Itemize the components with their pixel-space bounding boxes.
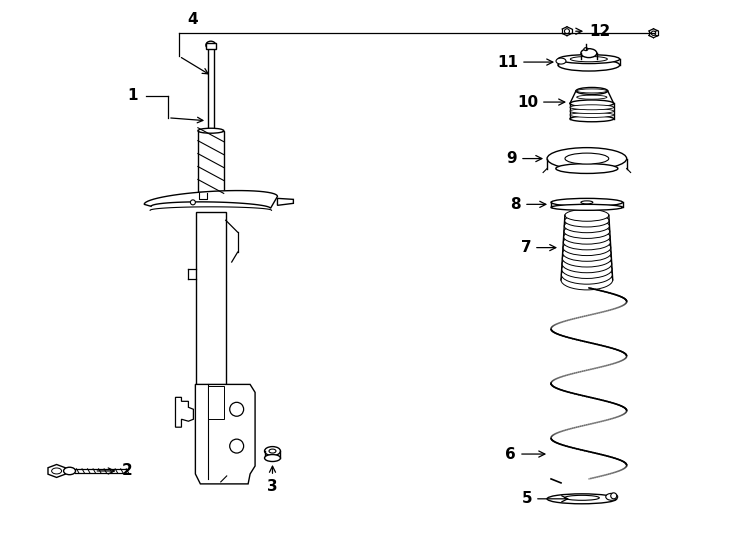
Text: 4: 4 bbox=[187, 12, 197, 27]
Ellipse shape bbox=[551, 198, 622, 206]
Text: 3: 3 bbox=[267, 466, 277, 494]
Ellipse shape bbox=[563, 234, 611, 250]
Text: 9: 9 bbox=[506, 151, 542, 166]
Ellipse shape bbox=[581, 201, 593, 204]
Ellipse shape bbox=[264, 447, 280, 456]
Ellipse shape bbox=[570, 116, 614, 122]
Ellipse shape bbox=[547, 147, 627, 170]
Bar bbox=[196, 212, 226, 387]
Ellipse shape bbox=[558, 59, 619, 71]
Ellipse shape bbox=[564, 225, 610, 239]
Ellipse shape bbox=[562, 260, 612, 279]
Ellipse shape bbox=[570, 100, 614, 107]
Text: 11: 11 bbox=[497, 55, 553, 70]
Ellipse shape bbox=[551, 204, 622, 210]
Polygon shape bbox=[144, 191, 277, 208]
Ellipse shape bbox=[564, 230, 610, 244]
Ellipse shape bbox=[565, 153, 608, 164]
Ellipse shape bbox=[564, 219, 609, 233]
Bar bbox=[206, 43, 216, 49]
Ellipse shape bbox=[563, 240, 611, 255]
Ellipse shape bbox=[198, 128, 224, 133]
Ellipse shape bbox=[577, 95, 607, 99]
Ellipse shape bbox=[561, 270, 613, 290]
Ellipse shape bbox=[562, 255, 611, 273]
Text: 6: 6 bbox=[506, 447, 545, 462]
Bar bbox=[198, 131, 224, 192]
Ellipse shape bbox=[64, 467, 76, 475]
Polygon shape bbox=[48, 464, 65, 477]
Ellipse shape bbox=[584, 48, 588, 51]
Ellipse shape bbox=[564, 214, 609, 227]
Ellipse shape bbox=[570, 105, 614, 110]
Ellipse shape bbox=[576, 87, 608, 94]
Text: 8: 8 bbox=[511, 197, 546, 212]
Ellipse shape bbox=[565, 210, 608, 221]
Text: 1: 1 bbox=[128, 89, 138, 103]
Ellipse shape bbox=[564, 495, 599, 500]
Ellipse shape bbox=[570, 112, 614, 117]
Circle shape bbox=[190, 200, 195, 205]
Ellipse shape bbox=[558, 55, 619, 64]
Ellipse shape bbox=[562, 265, 612, 284]
Text: 10: 10 bbox=[517, 94, 564, 110]
Ellipse shape bbox=[556, 58, 566, 64]
Ellipse shape bbox=[51, 468, 62, 474]
Polygon shape bbox=[175, 397, 193, 427]
Polygon shape bbox=[195, 384, 255, 484]
Ellipse shape bbox=[580, 58, 598, 60]
Bar bbox=[208, 45, 214, 129]
Ellipse shape bbox=[547, 494, 617, 504]
Text: 7: 7 bbox=[520, 240, 556, 255]
Text: 5: 5 bbox=[522, 491, 568, 507]
Text: 12: 12 bbox=[575, 24, 610, 39]
Bar bbox=[208, 387, 225, 419]
Text: 2: 2 bbox=[97, 463, 132, 478]
Circle shape bbox=[230, 402, 244, 416]
Ellipse shape bbox=[570, 109, 614, 113]
Circle shape bbox=[564, 29, 570, 33]
Ellipse shape bbox=[556, 164, 618, 173]
Ellipse shape bbox=[563, 245, 611, 261]
Ellipse shape bbox=[606, 494, 618, 500]
Ellipse shape bbox=[264, 455, 280, 462]
Ellipse shape bbox=[206, 41, 216, 49]
Circle shape bbox=[230, 439, 244, 453]
Ellipse shape bbox=[269, 449, 276, 453]
Circle shape bbox=[651, 31, 655, 36]
Ellipse shape bbox=[570, 56, 607, 62]
Circle shape bbox=[611, 493, 617, 499]
Ellipse shape bbox=[581, 49, 597, 58]
Polygon shape bbox=[277, 198, 294, 205]
Ellipse shape bbox=[562, 250, 611, 267]
Ellipse shape bbox=[577, 89, 607, 93]
